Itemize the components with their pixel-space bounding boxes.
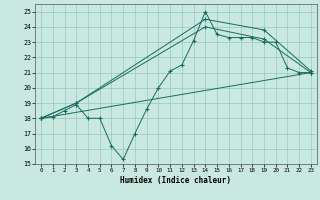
- X-axis label: Humidex (Indice chaleur): Humidex (Indice chaleur): [121, 176, 231, 185]
